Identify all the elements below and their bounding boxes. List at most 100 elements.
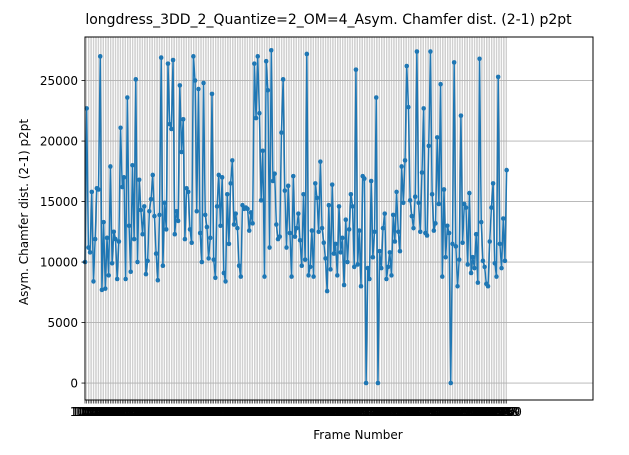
x-tick-label: 1239 — [388, 405, 419, 419]
x-tick-label: 1098 — [149, 405, 180, 419]
x-tick-label: 1204 — [329, 405, 360, 419]
x-tick-label: 1140 — [220, 405, 251, 419]
x-tick-label: 1154 — [244, 405, 275, 419]
x-tick-label: 1160 — [254, 405, 285, 419]
data-point — [460, 240, 465, 245]
x-tick-label: 1262 — [427, 405, 458, 419]
x-tick-label: 1057 — [80, 405, 111, 419]
data-point — [163, 227, 169, 232]
x-tick-label: 1101 — [154, 405, 185, 419]
x-tick-label: 1162 — [258, 405, 289, 419]
data-point — [431, 228, 437, 233]
x-tick-label: 1233 — [378, 405, 409, 419]
data-point — [101, 219, 106, 225]
data-point — [165, 61, 171, 66]
x-tick-label: 1234 — [380, 405, 411, 419]
data-point — [492, 260, 498, 266]
data-point — [473, 231, 479, 237]
x-tick-label: 1129 — [202, 405, 233, 419]
data-point — [108, 164, 113, 169]
x-tick-label: 1132 — [207, 405, 238, 419]
x-tick-label: 1293 — [480, 405, 511, 419]
data-point — [213, 275, 218, 281]
x-tick-label: 1229 — [371, 405, 402, 419]
data-point — [448, 380, 454, 386]
x-tick-label: 1251 — [408, 405, 439, 419]
x-tick-label: 1267 — [435, 405, 466, 419]
data-point — [416, 200, 421, 206]
data-point — [446, 230, 452, 236]
x-tick-label: 1273 — [446, 405, 477, 419]
x-tick-label: 1219 — [354, 405, 385, 419]
data-point — [233, 211, 239, 216]
x-tick-label: 1261 — [425, 405, 456, 419]
x-tick-label: 1125 — [195, 405, 226, 419]
x-tick-label: 1255 — [415, 405, 446, 419]
x-tick-label: 1275 — [449, 405, 480, 419]
x-tick-label: 1240 — [390, 405, 421, 419]
x-tick-label: 1144 — [227, 405, 258, 419]
x-tick-label: 1291 — [476, 405, 507, 419]
x-tick-label: 1089 — [134, 405, 165, 419]
data-point — [160, 263, 166, 268]
x-tick-label: 1200 — [322, 405, 353, 419]
x-tick-label: 1256 — [417, 405, 448, 419]
data-point — [375, 380, 381, 386]
x-tick-label: 1280 — [457, 405, 488, 419]
y-axis-ticks: 0 5000 10000 15000 20000 25000 — [40, 74, 85, 391]
x-tick-label: 1157 — [249, 405, 280, 419]
x-tick-label: 1062 — [88, 405, 119, 419]
x-tick-label: 1076 — [112, 405, 143, 419]
x-tick-label: 1281 — [459, 405, 490, 419]
data-point — [299, 263, 305, 268]
x-tick-label: 1130 — [203, 405, 234, 419]
data-point — [331, 251, 337, 256]
x-tick-label: 1128 — [200, 405, 231, 419]
data-point — [357, 228, 362, 233]
data-point — [109, 260, 115, 266]
x-tick-label: 1186 — [298, 405, 329, 419]
series-layer — [82, 48, 509, 386]
x-tick-label: 1084 — [126, 405, 157, 419]
x-tick-label: 1137 — [215, 405, 246, 419]
x-tick-label: 1065 — [93, 405, 124, 419]
data-point — [445, 223, 450, 229]
data-point — [494, 274, 499, 279]
data-point — [379, 265, 384, 271]
data-point — [128, 269, 134, 275]
x-tick-label: 1059 — [83, 405, 114, 419]
x-tick-label: 1118 — [183, 405, 214, 419]
data-point — [370, 254, 376, 260]
data-point — [372, 229, 377, 235]
x-tick-label: 1213 — [344, 405, 375, 419]
x-tick-label: 1066 — [95, 405, 126, 419]
data-point — [406, 104, 411, 110]
data-point — [433, 221, 438, 226]
x-tick-label: 1192 — [308, 405, 339, 419]
data-point — [345, 259, 350, 265]
data-point — [125, 95, 130, 100]
x-tick-label: 1195 — [314, 405, 345, 419]
x-tick-label: 1265 — [432, 405, 463, 419]
x-tick-label: 1063 — [90, 405, 121, 419]
data-point — [439, 274, 445, 279]
data-point — [390, 212, 396, 218]
data-point — [263, 58, 269, 64]
data-point — [336, 204, 342, 209]
data-point — [318, 159, 323, 164]
x-tick-label: 1222 — [359, 405, 390, 419]
data-point — [365, 265, 371, 271]
data-point — [268, 48, 274, 53]
data-point — [429, 192, 435, 197]
data-point — [346, 227, 352, 232]
x-tick-label: 1194 — [312, 405, 343, 419]
x-tick-label: 1292 — [478, 405, 509, 419]
x-tick-label: 1290 — [474, 405, 505, 419]
data-point — [475, 280, 481, 285]
data-point — [245, 206, 250, 212]
x-tick-label: 1134 — [210, 405, 241, 419]
x-tick-label: 1300 — [491, 405, 522, 419]
x-tick-label: 1093 — [141, 405, 172, 419]
x-tick-label: 1295 — [483, 405, 514, 419]
x-tick-label: 1119 — [185, 405, 216, 419]
